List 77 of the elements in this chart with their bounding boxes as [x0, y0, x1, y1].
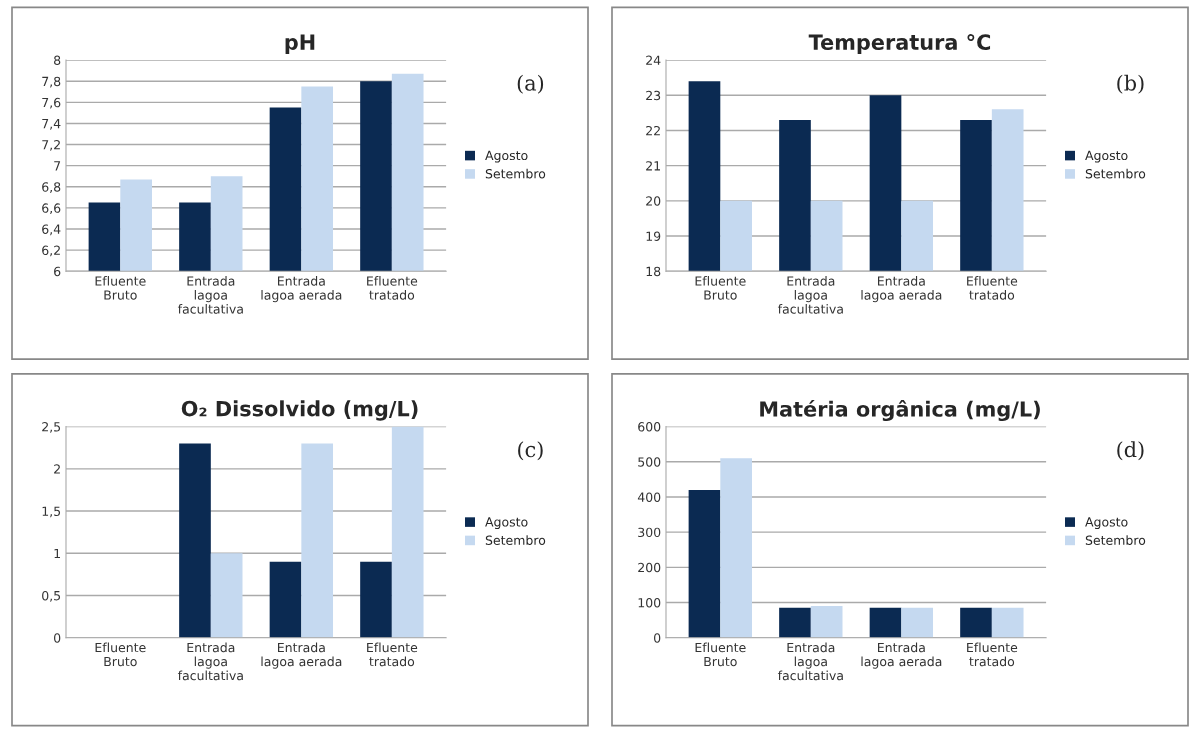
x-tick-label: Efluente tratado [967, 276, 1018, 300]
legend-label: Agosto [485, 517, 528, 530]
y-tick-label: 600 [638, 422, 661, 432]
x-tick-label: Entrada lagoa aerada [861, 642, 942, 669]
y-tick-label: 1 [54, 548, 60, 559]
legend-label: Agosto [1085, 517, 1128, 530]
x-tick-label: Entrada lagoa aerada [261, 276, 342, 303]
text: (d) [1117, 441, 1144, 461]
y-tick-label: 21 [646, 161, 660, 171]
y-tick-label: 24 [646, 55, 661, 65]
x-tick-label: Entrada lagoa facultativa [177, 642, 243, 681]
chart-title: O₂ Dissolvido (mg/L) [181, 400, 418, 421]
y-tick-label: 2 [54, 464, 60, 474]
bar [810, 606, 843, 638]
bar [301, 443, 334, 638]
bar [720, 458, 752, 638]
y-tick-label: 7,8 [42, 76, 61, 88]
y-tick-label: 19 [646, 231, 661, 241]
bar [869, 607, 902, 638]
x-tick-label: Efluente Bruto [695, 276, 746, 300]
bar [391, 426, 424, 638]
y-tick-label: 7,2 [42, 140, 60, 151]
legend-label: Agosto [1085, 150, 1128, 163]
y-tick-label: 7,4 [42, 119, 61, 130]
legend-label: Setembro [1085, 535, 1146, 545]
y-tick-label: 100 [638, 598, 661, 608]
y-tick-label: 6,2 [42, 245, 60, 257]
y-tick-label: 6,4 [42, 224, 61, 236]
chart-title: Temperatura °C [808, 34, 991, 55]
legend-label: Setembro [1085, 168, 1146, 179]
legend-label: Agosto [485, 150, 528, 163]
text: (c) [518, 441, 543, 461]
y-tick-label: 2,5 [42, 422, 61, 433]
y-tick-label: 6 [54, 266, 61, 277]
x-tick-label: Efluente tratado [367, 276, 418, 300]
y-tick-label: 400 [637, 492, 661, 502]
y-tick-label: 6,6 [42, 203, 61, 215]
x-tick-label: Entrada lagoa facultativa [177, 276, 243, 314]
y-tick-label: 18 [646, 266, 661, 277]
y-tick-label: 23 [646, 90, 661, 101]
bar [688, 489, 721, 638]
x-tick-label: Efluente Bruto [95, 642, 146, 667]
y-tick-label: 8 [54, 55, 61, 66]
bar [901, 607, 934, 638]
x-tick-label: Efluente Bruto [95, 276, 146, 300]
text: (b) [1117, 74, 1144, 94]
x-tick-label: Entrada lagoa aerada [861, 276, 942, 303]
chart-title: pH [285, 34, 315, 55]
x-tick-label: Entrada lagoa facultativa [777, 276, 843, 314]
y-tick-label: 22 [646, 125, 660, 136]
bar [779, 607, 811, 638]
y-tick-label: 500 [638, 457, 661, 467]
x-tick-label: Entrada lagoa facultativa [777, 642, 843, 681]
legend-label: Setembro [485, 168, 546, 179]
x-tick-label: Efluente tratado [967, 642, 1018, 667]
bar [210, 553, 243, 638]
chart-title: Matéria orgânica (mg/L) [760, 399, 1040, 422]
bar [360, 561, 392, 638]
y-tick-label: 7 [54, 161, 61, 171]
bar [269, 561, 302, 638]
text: (a) [517, 74, 544, 94]
y-tick-label: 0,5 [42, 590, 61, 602]
y-tick-label: 7,6 [42, 97, 61, 109]
x-tick-label: Efluente tratado [367, 642, 418, 667]
y-tick-label: 300 [638, 527, 661, 538]
y-tick-label: 6,8 [42, 182, 61, 193]
y-tick-label: 200 [638, 562, 661, 573]
bar [960, 607, 992, 638]
y-tick-label: 0 [654, 633, 661, 643]
legend-label: Setembro [485, 535, 546, 545]
y-tick-label: 1,5 [42, 506, 61, 518]
y-tick-label: 20 [646, 196, 661, 206]
x-tick-label: Entrada lagoa aerada [261, 642, 342, 669]
bar [179, 443, 211, 638]
x-tick-label: Efluente Bruto [695, 642, 746, 667]
bar [991, 607, 1024, 638]
y-tick-label: 0 [54, 633, 61, 643]
